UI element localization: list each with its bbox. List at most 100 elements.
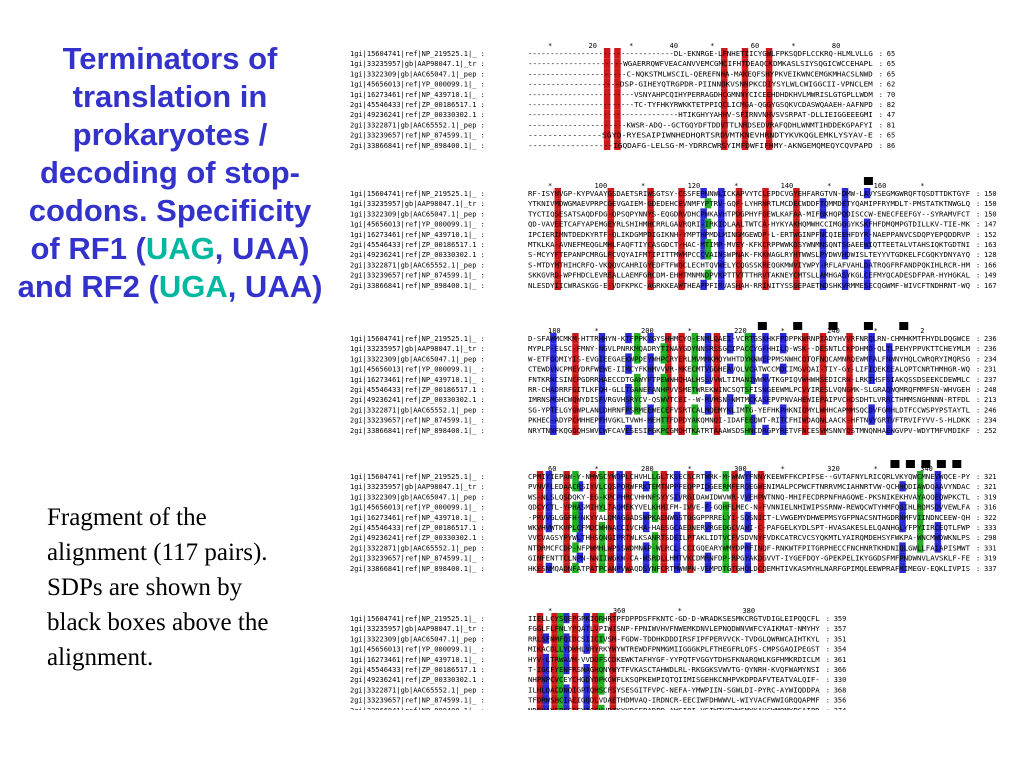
conserved-column-cell (726, 404, 734, 415)
sequence-residues: ----------------------KWSR-ADQ--GCTGQYDF… (528, 121, 873, 129)
ruler-label: 360 (613, 607, 626, 615)
conserved-column-cell (642, 511, 650, 522)
conserved-column-cell (647, 279, 654, 290)
conserved-column-cell (616, 532, 623, 543)
conserved-column-cell (625, 532, 632, 543)
sequence-id: 1gi|16273461|ref|NP_439710.1|_ : (350, 376, 485, 384)
conserved-column-cell (886, 343, 893, 354)
conserved-column-cell (744, 491, 752, 502)
sequence-residues: WS-NLSLQSDQKY-EG-KPCPHRCVHHNFSYYSIVRGIDA… (528, 493, 970, 501)
conserved-column-cell (765, 68, 773, 79)
conserved-column-cell (744, 333, 752, 344)
row-end-position: 248 (984, 386, 997, 394)
conserved-column-cell (722, 471, 729, 482)
conserved-column-cell (647, 404, 654, 415)
sdp-marker-box (828, 322, 838, 330)
conserved-column-cell (583, 684, 590, 695)
conserved-column-cell (678, 269, 685, 280)
conserved-column-cell (550, 353, 557, 364)
conserved-column-cell (721, 58, 728, 69)
conserved-column-cell (616, 481, 623, 492)
sequence-residues: W-ETFGQMIYIS-EVGIEEGAEKWPDEYWHPCRYERLMVM… (528, 355, 970, 363)
row-end-position: 321 (984, 483, 997, 491)
conserved-column-cell (802, 404, 809, 415)
row-separator: : (879, 121, 883, 129)
row-end-position: 213 (984, 396, 997, 404)
conserved-column-cell (536, 674, 544, 685)
conserved-column-cell (625, 542, 632, 553)
conserved-column-cell (551, 694, 558, 705)
sdp-marker-box (757, 322, 767, 330)
conserved-column-cell (713, 353, 721, 364)
conserved-column-cell (625, 552, 632, 563)
conserved-column-cell (625, 384, 632, 395)
conserved-column-cell (603, 48, 611, 59)
conserved-column-cell (554, 198, 562, 209)
conserved-column-cell (700, 279, 707, 290)
conserved-column-cell (592, 694, 599, 705)
conserved-column-cell (660, 384, 668, 395)
conserved-column-cell (598, 562, 606, 573)
row-separator: : (976, 221, 980, 229)
conserved-column-cell (673, 481, 681, 492)
row-separator: : (976, 406, 980, 414)
conserved-column-cell (721, 48, 728, 59)
conserved-column-cell (592, 613, 599, 624)
conserved-column-cell (616, 501, 623, 512)
row-end-position: 319 (984, 555, 997, 563)
conserved-column-cell (576, 552, 584, 563)
row-separator: : (976, 396, 980, 404)
sequence-id: 2gi|33866841|ref|NP_898400.1|_ : (350, 427, 485, 435)
conserved-column-cell (749, 353, 756, 364)
conserved-column-cell (651, 542, 659, 553)
conserved-column-cell (678, 353, 685, 364)
conserved-column-cell (603, 68, 611, 79)
conserved-column-cell (819, 363, 827, 374)
conserved-column-cell (554, 279, 562, 290)
conserved-column-cell (916, 491, 924, 502)
sequence-residues: ------------------IGQDAFG-LELSG-M-YDRRCW… (528, 142, 873, 150)
conserved-column-cell (722, 481, 729, 492)
conserved-column-cell (572, 373, 579, 384)
conserved-column-cell (916, 481, 924, 492)
conserved-column-cell (660, 343, 668, 354)
conserved-column-cell (536, 481, 544, 492)
conserved-column-cell (687, 542, 694, 553)
conserved-column-cell (886, 363, 893, 374)
conserved-column-cell (634, 373, 641, 384)
conserved-column-cell (678, 414, 685, 425)
conserved-column-cell (863, 279, 871, 290)
conserved-column-cell (572, 562, 579, 573)
conserved-column-cell (762, 259, 769, 270)
sequence-residues: VVCVAGSYPYWLTHHSQNGIPRTWLKSANRTSDEILPTAK… (528, 534, 970, 542)
conserved-column-cell (598, 664, 605, 675)
conserved-column-cell (765, 78, 773, 89)
conserved-column-cell (691, 353, 699, 364)
row-separator: : (879, 142, 883, 150)
conserved-column-cell (554, 218, 562, 229)
conserved-column-cell (886, 384, 893, 395)
conserved-column-cell (678, 249, 685, 260)
conserved-column-cell (718, 259, 725, 270)
conserved-column-cell (647, 249, 654, 260)
row-end-position: 321 (984, 473, 997, 481)
row-separator: : (976, 524, 980, 532)
row-separator: : (976, 493, 980, 501)
conserved-column-cell (762, 333, 769, 344)
conserved-column-cell (687, 491, 694, 502)
conserved-column-cell (647, 239, 654, 250)
conserved-column-cell (765, 129, 773, 140)
conserved-column-cell (598, 552, 606, 563)
conserved-column-cell (563, 491, 570, 502)
conserved-column-cell (634, 384, 641, 395)
conserved-column-cell (592, 643, 599, 654)
conserved-column-cell (678, 373, 685, 384)
row-separator: : (976, 282, 980, 290)
row-end-position: 166 (984, 261, 997, 269)
ruler-label: 180 (548, 327, 561, 335)
row-separator: : (826, 697, 830, 705)
conserved-column-cell (642, 542, 650, 553)
sequence-residues: S-MTDYMTHIHCRFQ-VKQQVCAHRIGYEDFTFWQCLECH… (528, 261, 970, 269)
row-end-position: 65 (887, 70, 895, 78)
sequence-id: 2gi|3322871|gb|AAC65552.1|_pep : (350, 406, 485, 414)
